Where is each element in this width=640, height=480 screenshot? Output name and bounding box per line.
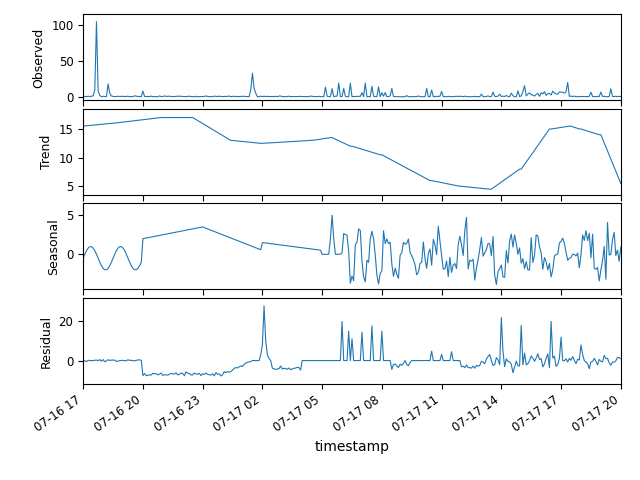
Y-axis label: Trend: Trend xyxy=(40,135,53,169)
Y-axis label: Seasonal: Seasonal xyxy=(47,218,61,275)
X-axis label: timestamp: timestamp xyxy=(314,440,390,455)
Y-axis label: Observed: Observed xyxy=(33,27,45,87)
Y-axis label: Residual: Residual xyxy=(40,314,53,368)
